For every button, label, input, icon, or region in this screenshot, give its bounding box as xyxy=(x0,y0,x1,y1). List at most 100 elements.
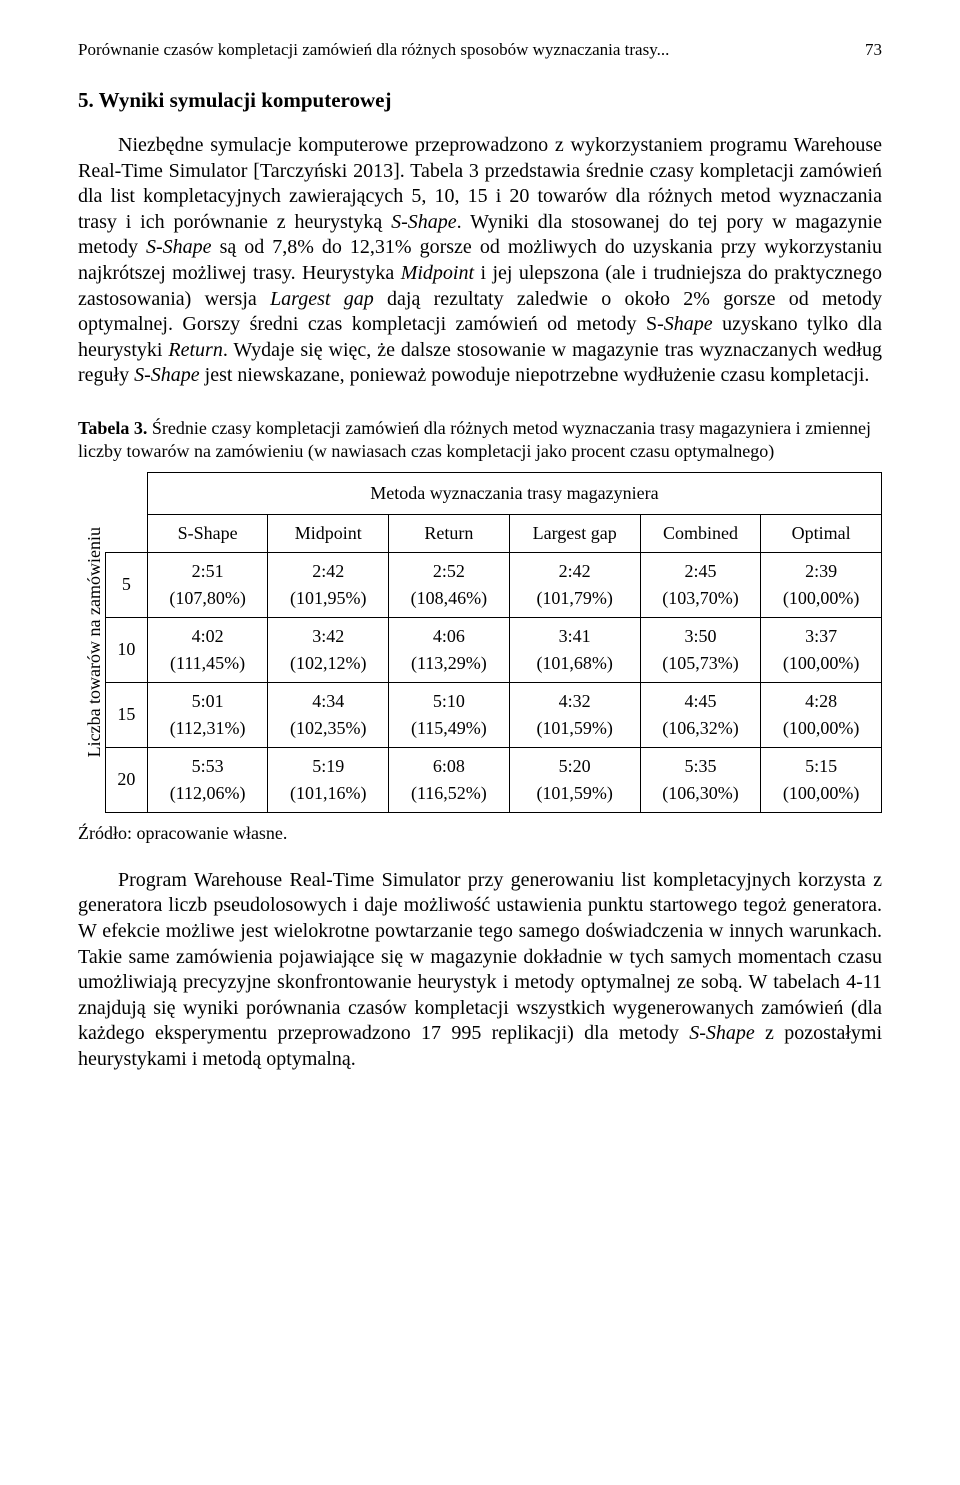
cell-time: 5:35 xyxy=(647,756,755,777)
body-paragraph-2: Program Warehouse Real-Time Simulator pr… xyxy=(78,868,882,1073)
cell-percent: (101,95%) xyxy=(274,588,382,609)
cell-percent: (101,16%) xyxy=(274,783,382,804)
page-number: 73 xyxy=(865,40,882,60)
table-cell: 2:42 (101,95%) xyxy=(268,552,389,617)
cell-percent: (106,30%) xyxy=(647,783,755,804)
cell-time: 3:50 xyxy=(647,626,755,647)
table-caption-text: Średnie czasy kompletacji zamówień dla r… xyxy=(78,418,871,461)
cell-time: 5:20 xyxy=(516,756,634,777)
italic-term: Shape xyxy=(664,313,713,335)
cell-time: 5:01 xyxy=(154,691,262,712)
table-cell: 4:32 (101,59%) xyxy=(509,682,640,747)
body-paragraph-1: Niezbędne symulacje komputerowe przeprow… xyxy=(78,133,882,389)
table-cell: 5:19 (101,16%) xyxy=(268,747,389,812)
text-run: jest niewskazane, ponieważ powoduje niep… xyxy=(200,364,870,386)
cell-percent: (107,80%) xyxy=(154,588,262,609)
table-row-header: 5 xyxy=(106,552,148,617)
table-cell: 4:28 (100,00%) xyxy=(761,682,882,747)
table-row: 20 5:53 (112,06%) 5:19 (101,16%) 6:08 (116,52%… xyxy=(106,747,882,812)
cell-percent: (105,73%) xyxy=(647,653,755,674)
cell-percent: (116,52%) xyxy=(395,783,503,804)
cell-time: 4:34 xyxy=(274,691,382,712)
cell-time: 2:52 xyxy=(395,561,503,582)
cell-time: 5:53 xyxy=(154,756,262,777)
table-wrap: Liczba towarów na zamówieniu Metoda wyzn… xyxy=(78,472,882,813)
cell-percent: (103,70%) xyxy=(647,588,755,609)
running-header: Porównanie czasów kompletacji zamówień d… xyxy=(78,40,882,60)
cell-percent: (102,12%) xyxy=(274,653,382,674)
table-column-header: Optimal xyxy=(761,514,882,552)
cell-percent: (101,68%) xyxy=(516,653,634,674)
table-cell: 5:53 (112,06%) xyxy=(147,747,268,812)
table-column-header: Largest gap xyxy=(509,514,640,552)
cell-time: 6:08 xyxy=(395,756,503,777)
table-3: Metoda wyznaczania trasy magazyniera S-S… xyxy=(105,472,882,813)
cell-percent: (100,00%) xyxy=(767,783,875,804)
cell-time: 3:41 xyxy=(516,626,634,647)
table-row: 5 2:51 (107,80%) 2:42 (101,95%) 2:52 (108,46%)… xyxy=(106,552,882,617)
table-cell: 2:45 (103,70%) xyxy=(640,552,761,617)
cell-percent: (101,59%) xyxy=(516,783,634,804)
section-heading: 5. Wyniki symulacji komputerowej xyxy=(78,88,882,113)
cell-time: 2:39 xyxy=(767,561,875,582)
table-cell: 3:41 (101,68%) xyxy=(509,617,640,682)
cell-time: 4:32 xyxy=(516,691,634,712)
cell-time: 5:19 xyxy=(274,756,382,777)
italic-term: S-Shape xyxy=(391,211,457,233)
table-spanner-header: Metoda wyznaczania trasy magazyniera xyxy=(147,472,881,514)
table-cell: 2:42 (101,79%) xyxy=(509,552,640,617)
table-column-header: S-Shape xyxy=(147,514,268,552)
table-row-header: 15 xyxy=(106,682,148,747)
cell-time: 5:15 xyxy=(767,756,875,777)
cell-time: 4:06 xyxy=(395,626,503,647)
italic-term: S-Shape xyxy=(134,364,200,386)
cell-percent: (101,79%) xyxy=(516,588,634,609)
table-cell: 5:15 (100,00%) xyxy=(761,747,882,812)
table-cell: 3:50 (105,73%) xyxy=(640,617,761,682)
cell-time: 4:45 xyxy=(647,691,755,712)
table-cell: 2:52 (108,46%) xyxy=(389,552,510,617)
table-row: 15 5:01 (112,31%) 4:34 (102,35%) 5:10 (115,49%… xyxy=(106,682,882,747)
cell-percent: (112,06%) xyxy=(154,783,262,804)
table-caption-label: Tabela 3. xyxy=(78,418,147,438)
cell-time: 5:10 xyxy=(395,691,503,712)
cell-time: 2:45 xyxy=(647,561,755,582)
cell-time: 2:42 xyxy=(516,561,634,582)
table-row-header: 10 xyxy=(106,617,148,682)
cell-percent: (102,35%) xyxy=(274,718,382,739)
cell-percent: (101,59%) xyxy=(516,718,634,739)
table-column-header: Return xyxy=(389,514,510,552)
italic-term: S-Shape xyxy=(146,236,212,258)
table-blank-corner xyxy=(106,472,148,552)
table-row: Metoda wyznaczania trasy magazyniera xyxy=(106,472,882,514)
table-source-note: Źródło: opracowanie własne. xyxy=(78,823,882,844)
table-cell: 4:06 (113,29%) xyxy=(389,617,510,682)
cell-time: 2:42 xyxy=(274,561,382,582)
table-cell: 2:39(100,00%) xyxy=(761,552,882,617)
cell-time: 4:28 xyxy=(767,691,875,712)
italic-term: Largest gap xyxy=(270,288,374,310)
table-cell: 5:20 (101,59%) xyxy=(509,747,640,812)
running-title: Porównanie czasów kompletacji zamówień d… xyxy=(78,40,845,60)
table-cell: 5:35 (106,30%) xyxy=(640,747,761,812)
cell-time: 2:51 xyxy=(154,561,262,582)
table-cell: 4:02(111,45%) xyxy=(147,617,268,682)
table-cell: 5:10 (115,49%) xyxy=(389,682,510,747)
table-row: S-Shape Midpoint Return Largest gap Comb… xyxy=(106,514,882,552)
table-row-header: 20 xyxy=(106,747,148,812)
table-cell: 4:34 (102,35%) xyxy=(268,682,389,747)
cell-percent: (106,32%) xyxy=(647,718,755,739)
cell-percent: (108,46%) xyxy=(395,588,503,609)
cell-percent: (112,31%) xyxy=(154,718,262,739)
table-cell: 2:51 (107,80%) xyxy=(147,552,268,617)
cell-percent: (115,49%) xyxy=(395,718,503,739)
table-cell: 3:37(100,00%) xyxy=(761,617,882,682)
cell-percent: (113,29%) xyxy=(395,653,503,674)
cell-percent: (100,00%) xyxy=(767,718,875,739)
table-row: 104:02(111,45%) 3:42 (102,12%) 4:06 (113,29%… xyxy=(106,617,882,682)
italic-term: Midpoint xyxy=(401,262,474,284)
table-row-group-label: Liczba towarów na zamówieniu xyxy=(78,523,105,761)
italic-term: Return xyxy=(168,339,222,361)
cell-time: 3:42 xyxy=(274,626,382,647)
page: Porównanie czasów kompletacji zamówień d… xyxy=(0,0,960,1122)
